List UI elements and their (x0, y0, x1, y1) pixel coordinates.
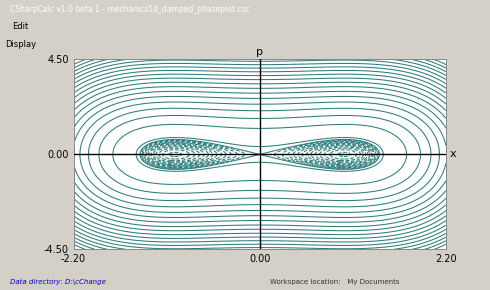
Text: CSharpCalc v1.0 beta 1 - mechanics1d_damped_phaseplot.csc: CSharpCalc v1.0 beta 1 - mechanics1d_dam… (10, 5, 249, 14)
Text: Display: Display (5, 40, 36, 50)
Text: x: x (450, 149, 456, 160)
Text: p: p (256, 47, 263, 57)
Text: Data directory: D:\cChange: Data directory: D:\cChange (10, 279, 106, 285)
Text: Workspace location:   My Documents: Workspace location: My Documents (270, 279, 399, 285)
Text: Edit: Edit (12, 22, 28, 31)
